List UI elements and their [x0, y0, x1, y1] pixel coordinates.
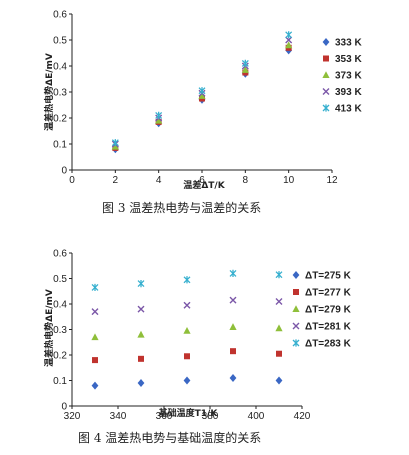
series-2: [92, 348, 282, 364]
y-tick-label: 0.1: [53, 376, 67, 387]
data-point: [111, 139, 119, 147]
y-tick-label: 0.1: [53, 140, 67, 151]
y-tick-label: 0.5: [53, 36, 67, 47]
data-point: [137, 280, 145, 288]
figure-caption: 图 3 温差热电势与温差的关系: [102, 200, 261, 215]
data-point: [229, 323, 237, 330]
y-tick-label: 0.6: [53, 249, 67, 260]
data-point: [198, 87, 206, 95]
legend-label: 333 K: [335, 38, 362, 49]
x-tick-label: 4: [156, 175, 162, 186]
data-point: [137, 330, 145, 338]
legend-marker: [292, 322, 300, 330]
x-tick-label: 400: [248, 411, 265, 422]
y-tick-label: 0.6: [53, 10, 67, 21]
data-point: [198, 92, 206, 99]
legend-label: 373 K: [335, 71, 362, 82]
data-point: [183, 276, 191, 284]
x-tick-label: 2: [113, 175, 119, 186]
data-point: [91, 308, 99, 316]
x-tick-label: 8: [243, 175, 249, 186]
figure-caption: 图 4 温差热电势与基础温度的关系: [78, 430, 261, 445]
legend-marker: [322, 71, 330, 78]
x-tick-label: 340: [110, 411, 127, 422]
data-point: [285, 41, 293, 49]
data-point: [92, 357, 98, 364]
series-5: [111, 31, 293, 147]
legend-marker: [292, 339, 300, 347]
chart-2: 0 0.1 0.2 0.3 0.4 0.5 0.6 320 340 360 380 400 420 基础温…: [43, 249, 352, 446]
x-tick-label: 12: [326, 175, 338, 186]
data-point: [285, 36, 293, 44]
data-point: [230, 348, 236, 355]
x-tick-label: 380: [202, 411, 219, 422]
series-3: [91, 323, 283, 341]
legend-label: ΔT=277 K: [305, 288, 352, 299]
data-point: [275, 376, 283, 385]
data-point: [137, 305, 145, 313]
x-axis-label: 基础温度T1/K: [158, 407, 219, 419]
y-tick-label: 0.3: [53, 88, 67, 99]
legend-marker: [293, 289, 299, 295]
legend-marker: [323, 55, 329, 62]
legend-label: ΔT=281 K: [305, 322, 352, 333]
x-axis-label: 温差ΔT/K: [183, 179, 225, 191]
series-4: [91, 296, 283, 316]
legend-label: 353 K: [335, 54, 362, 65]
x-tick-label: 420: [294, 411, 311, 422]
x-tick-label: 0: [69, 175, 75, 186]
x-tick-label: 6: [199, 175, 205, 186]
series-5: [91, 269, 283, 292]
legend-label: 393 K: [335, 87, 362, 98]
y-tick-label: 0.2: [53, 114, 67, 125]
data-point: [91, 333, 99, 341]
series-3: [111, 41, 293, 150]
x-tick-label: 320: [64, 411, 81, 422]
legend-marker: [322, 88, 330, 95]
data-point: [275, 324, 283, 332]
data-point: [184, 353, 190, 360]
y-axis-label: 温差热电势ΔE/mV: [43, 53, 55, 131]
data-point: [229, 269, 237, 277]
data-point: [91, 381, 99, 390]
legend-marker: [322, 38, 330, 46]
y-tick-label: 0.3: [53, 325, 67, 336]
legend-marker: [292, 271, 300, 279]
data-point: [275, 271, 283, 279]
data-point: [276, 350, 282, 357]
legend-marker: [292, 305, 300, 312]
data-point: [91, 283, 99, 292]
series-1: [91, 373, 283, 390]
data-point: [183, 376, 191, 385]
y-tick-label: 0.2: [53, 351, 67, 362]
legend-marker: [322, 104, 330, 112]
y-tick-label: 0.5: [53, 274, 67, 285]
y-tick-label: 0.4: [53, 62, 67, 73]
data-point: [138, 355, 144, 362]
data-point: [229, 296, 237, 304]
data-point: [183, 326, 191, 334]
data-point: [155, 116, 163, 124]
y-tick-label: 0: [61, 166, 67, 177]
chart-1: 0 0.1 0.2 0.3 0.4 0.5 0.6 0 2 4 6 8 10 12 温差ΔT/K 温差热电势Δ…: [43, 10, 362, 216]
x-tick-label: 10: [283, 175, 295, 186]
legend-label: ΔT=275 K: [305, 271, 352, 282]
data-point: [275, 297, 283, 305]
data-point: [155, 111, 163, 119]
data-point: [183, 301, 191, 309]
data-point: [229, 373, 237, 382]
data-point: [285, 31, 293, 39]
x-tick-label: 360: [156, 411, 173, 422]
y-tick-label: 0: [61, 402, 67, 413]
y-tick-label: 0.4: [53, 300, 67, 311]
data-point: [241, 66, 249, 73]
legend-label: ΔT=279 K: [305, 305, 352, 316]
y-axis-label: 温差热电势ΔE/mV: [43, 289, 55, 367]
data-point: [241, 59, 249, 67]
legend-label: 413 K: [335, 104, 362, 115]
legend-label: ΔT=283 K: [305, 339, 352, 350]
data-point: [137, 379, 145, 388]
